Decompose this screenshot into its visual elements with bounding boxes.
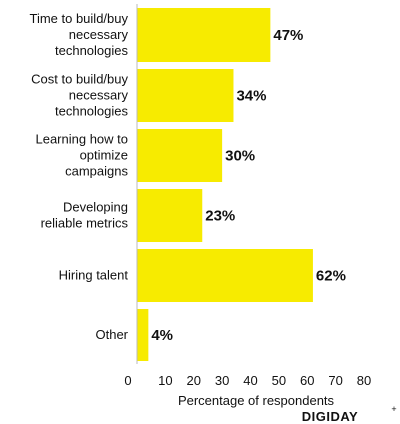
x-tick-label: 60 (300, 373, 314, 388)
category-label: Learning how to (35, 132, 128, 147)
bar (137, 309, 149, 361)
category-label: Developing (63, 200, 128, 215)
bar-value-label: 30% (225, 148, 255, 165)
x-tick-label: 30 (215, 373, 229, 388)
category-label: necessary (69, 88, 129, 103)
x-tick-label: 70 (328, 373, 342, 388)
brand-name: DIGIDAY (302, 409, 358, 424)
x-tick-labels: 0 10 20 30 40 50 60 70 80 (124, 373, 371, 388)
bars (137, 8, 313, 361)
category-labels: Time to build/buynecessarytechnologiesCo… (29, 11, 128, 342)
category-label: necessary (69, 27, 129, 42)
bar-value-label: 34% (236, 88, 266, 105)
bar-value-label: 47% (273, 27, 303, 44)
category-label: technologies (55, 104, 128, 119)
category-label: optimize (80, 148, 128, 163)
bar-value-label: 4% (151, 327, 173, 344)
category-label: reliable metrics (41, 216, 129, 231)
bar (137, 249, 313, 302)
category-label: Other (95, 327, 128, 342)
value-labels: 47% 34% 30% 23% 62% 4% (151, 27, 346, 344)
category-label: campaigns (65, 164, 128, 179)
bar (137, 129, 223, 182)
brand-mark: + (391, 404, 396, 414)
digiday-logo: DIGIDAY + (302, 404, 397, 424)
x-tick-label: 50 (272, 373, 286, 388)
bar-value-label: 23% (205, 208, 235, 225)
bar-value-label: 62% (316, 268, 346, 285)
category-label: Hiring talent (59, 268, 129, 283)
category-label: Cost to build/buy (31, 72, 128, 87)
bar (137, 189, 203, 242)
x-tick-label: 80 (357, 373, 371, 388)
bar (137, 8, 271, 62)
bar (137, 69, 234, 122)
category-label: Time to build/buy (29, 11, 128, 26)
category-label: technologies (55, 43, 128, 58)
x-tick-label: 40 (243, 373, 257, 388)
x-tick-label: 20 (187, 373, 201, 388)
x-axis-label: Percentage of respondents (178, 393, 335, 408)
x-tick-label: 10 (158, 373, 172, 388)
x-tick-label: 0 (124, 373, 131, 388)
